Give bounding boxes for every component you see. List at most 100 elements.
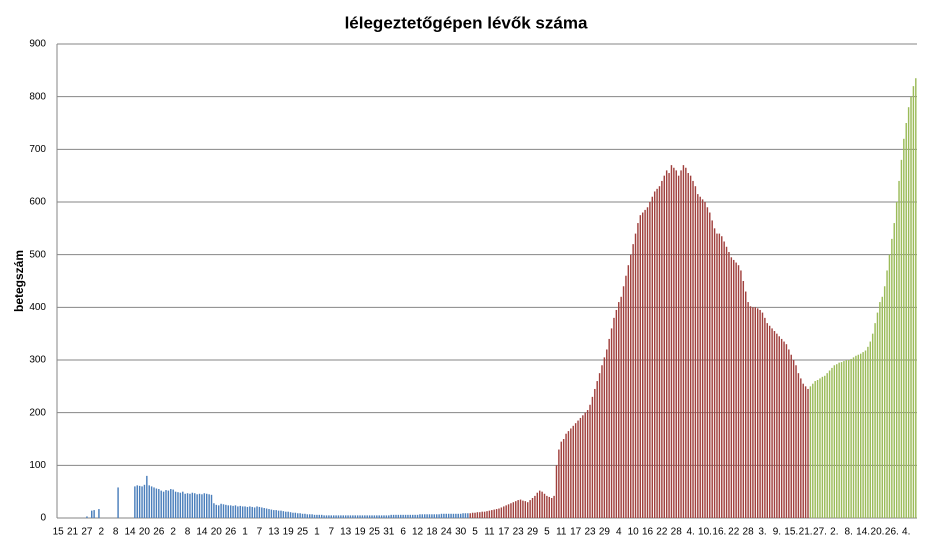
x-tick-label: 7 xyxy=(257,527,263,538)
bar xyxy=(740,270,742,518)
bar xyxy=(627,265,630,518)
bar xyxy=(527,502,529,518)
bar xyxy=(713,228,716,519)
bar xyxy=(330,515,333,518)
x-tick-label: 9. xyxy=(773,527,781,538)
bar xyxy=(682,165,685,518)
bar xyxy=(443,513,445,518)
bar xyxy=(692,180,694,518)
bar xyxy=(795,365,797,518)
bar xyxy=(452,513,455,518)
bar xyxy=(385,515,388,518)
x-tick-label: 16. xyxy=(712,527,726,538)
bar xyxy=(883,286,886,518)
bar xyxy=(373,515,376,518)
bar xyxy=(421,514,424,518)
bar xyxy=(294,512,297,518)
bar xyxy=(759,309,761,518)
x-tick-label: 27 xyxy=(81,527,93,538)
bar xyxy=(598,373,601,518)
bar xyxy=(311,514,313,518)
bar xyxy=(392,514,395,518)
bar xyxy=(340,515,342,518)
bar xyxy=(644,209,646,518)
bar xyxy=(191,492,194,518)
bar xyxy=(354,515,356,518)
bar xyxy=(543,493,546,518)
bar xyxy=(146,475,148,518)
bar xyxy=(677,175,680,518)
bar xyxy=(848,360,850,518)
bar xyxy=(550,497,553,518)
bar xyxy=(416,514,419,518)
bar xyxy=(220,503,222,518)
x-tick-label: 8. xyxy=(845,527,853,538)
bar xyxy=(179,492,182,518)
bar xyxy=(261,507,263,518)
bar xyxy=(651,196,654,518)
bar xyxy=(265,508,268,518)
x-tick-label: 8 xyxy=(113,527,119,538)
bar xyxy=(316,514,318,518)
bar xyxy=(862,352,864,518)
x-tick-label: 14. xyxy=(856,527,870,538)
bar xyxy=(309,514,311,518)
bar xyxy=(512,502,515,518)
bar xyxy=(790,354,792,518)
bar xyxy=(301,513,304,518)
bar xyxy=(534,495,536,518)
bar xyxy=(414,514,416,518)
bar xyxy=(864,350,867,518)
x-tick-label: 11 xyxy=(484,527,495,538)
bar xyxy=(251,506,253,518)
bar xyxy=(222,504,225,518)
bar xyxy=(788,349,790,518)
bar xyxy=(117,487,119,518)
bar xyxy=(859,353,862,518)
bar xyxy=(464,513,467,518)
x-tick-label: 20 xyxy=(139,527,151,538)
bar xyxy=(282,511,285,518)
bar xyxy=(134,486,136,518)
bar xyxy=(172,489,174,518)
bar xyxy=(277,510,280,518)
bar xyxy=(711,220,713,518)
bar xyxy=(874,323,876,518)
bar xyxy=(93,510,95,518)
bar xyxy=(893,223,895,519)
bar xyxy=(153,487,155,518)
bar xyxy=(498,508,500,518)
bar xyxy=(809,386,812,518)
bar xyxy=(558,449,560,518)
bar xyxy=(447,513,450,518)
bar xyxy=(915,78,917,518)
bar xyxy=(704,202,706,518)
bar xyxy=(313,514,316,518)
bar xyxy=(812,383,814,518)
bar xyxy=(565,433,567,518)
bar xyxy=(776,333,778,518)
x-tick-label: 18 xyxy=(426,527,438,538)
x-tick-label: 1 xyxy=(314,527,320,538)
bar xyxy=(258,506,261,518)
bar xyxy=(503,506,505,518)
bar xyxy=(577,420,579,518)
bar xyxy=(342,515,344,518)
bar xyxy=(361,515,364,518)
bar xyxy=(881,296,883,518)
bar xyxy=(155,488,158,518)
bar xyxy=(685,167,687,518)
bar xyxy=(562,439,565,518)
bar xyxy=(560,441,562,518)
bar xyxy=(423,514,426,518)
bar xyxy=(459,513,462,518)
x-tick-label: 26 xyxy=(225,527,237,538)
bar xyxy=(699,196,701,518)
bar xyxy=(476,512,479,518)
bar xyxy=(388,515,390,518)
bar xyxy=(888,254,891,518)
bar xyxy=(136,485,138,518)
bar xyxy=(280,510,282,518)
